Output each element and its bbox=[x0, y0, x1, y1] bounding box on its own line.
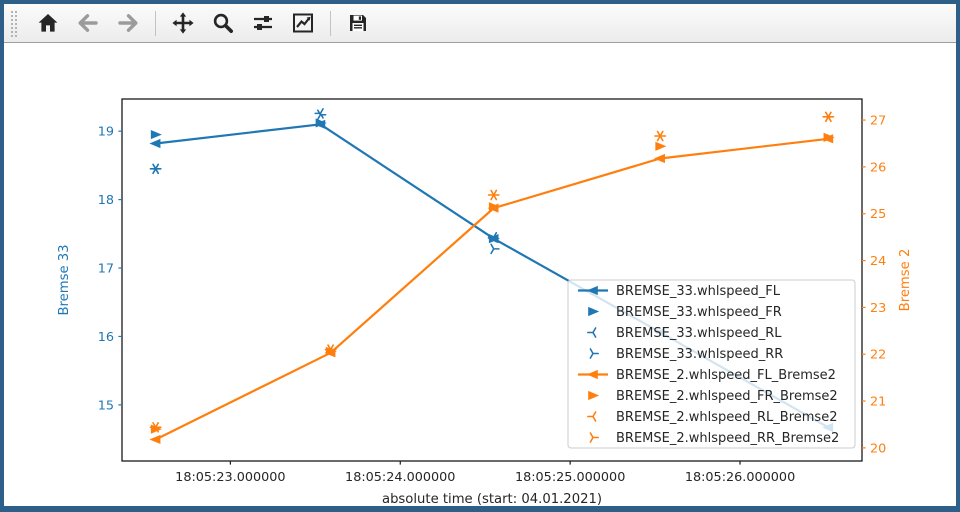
legend-entry-label: BREMSE_2.whlspeed_RL_Bremse2 bbox=[616, 410, 837, 425]
x-tick-label: 18:05:24.000000 bbox=[345, 470, 455, 485]
home-button[interactable] bbox=[33, 8, 63, 38]
legend bbox=[567, 279, 856, 449]
legend-entry-label: BREMSE_2.whlspeed_RR_Bremse2 bbox=[616, 431, 839, 446]
sliders-icon bbox=[254, 16, 272, 30]
pan-move-icon bbox=[172, 12, 194, 34]
y-left-tick-label: 19 bbox=[98, 125, 114, 140]
plot-canvas[interactable]: 18:05:23.000000 18:05:24.000000 18:05:25.0… bbox=[4, 43, 956, 507]
legend-entry-label: BREMSE_33.whlspeed_RR bbox=[616, 347, 783, 362]
marker-tri-right bbox=[152, 421, 162, 433]
forward-button[interactable] bbox=[113, 8, 143, 38]
legend-entry-label: BREMSE_2.whlspeed_FR_Bremse2 bbox=[616, 389, 838, 404]
toolbar-drag-handle[interactable] bbox=[10, 9, 17, 37]
y-right-tick-label: 21 bbox=[870, 395, 886, 410]
zoom-button[interactable] bbox=[208, 8, 238, 38]
x-tick-label: 18:05:23.000000 bbox=[175, 470, 285, 485]
marker-tri-right bbox=[656, 130, 667, 142]
marker-tri-right bbox=[589, 348, 599, 359]
y-right-tick-label: 24 bbox=[870, 254, 886, 269]
marker-tri-left bbox=[487, 231, 498, 243]
toolbar-separator bbox=[155, 10, 156, 36]
marker-tri-right bbox=[327, 344, 337, 355]
pan-button[interactable] bbox=[168, 8, 198, 38]
zoom-magnifier-icon bbox=[213, 13, 233, 33]
marker-triangle-right bbox=[488, 202, 500, 212]
forward-arrow-icon bbox=[118, 14, 138, 32]
back-arrow-icon bbox=[78, 14, 98, 32]
y-left-tick-label: 17 bbox=[98, 262, 114, 277]
y-right-tick-label: 26 bbox=[870, 160, 886, 175]
marker-triangle-right bbox=[150, 129, 162, 140]
marker-triangle-right bbox=[588, 390, 600, 401]
y-right-tick-label: 27 bbox=[870, 114, 886, 129]
line-chart-icon bbox=[293, 13, 313, 33]
legend-entry-label: BREMSE_33.whlspeed_FR bbox=[616, 305, 782, 320]
marker-tri-right bbox=[152, 163, 162, 175]
y-left-axis-label: Bremse 33 bbox=[57, 244, 72, 315]
marker-triangle-left bbox=[149, 434, 161, 445]
matplotlib-toolbar bbox=[4, 4, 956, 43]
legend-entry-label: BREMSE_2.whlspeed_FL_Bremse2 bbox=[616, 368, 836, 383]
figure-canvas-area: 18:05:23.000000 18:05:24.000000 18:05:25.0… bbox=[4, 43, 956, 507]
marker-triangle-left bbox=[653, 153, 665, 164]
y-right-tick-label: 20 bbox=[870, 441, 886, 456]
configure-subplots-button[interactable] bbox=[248, 8, 278, 38]
marker-triangle-left bbox=[586, 285, 598, 296]
marker-tri-left bbox=[587, 327, 597, 338]
legend-entry-label: BREMSE_33.whlspeed_FL bbox=[616, 284, 781, 299]
toolbar-separator bbox=[330, 10, 331, 36]
marker-tri-right bbox=[490, 243, 500, 255]
edit-axes-button[interactable] bbox=[288, 8, 318, 38]
marker-tri-right bbox=[589, 432, 599, 443]
marker-triangle-left bbox=[149, 138, 161, 149]
plot-frame bbox=[121, 98, 863, 462]
marker-tri-right bbox=[317, 109, 327, 121]
y-right-axis-label: Bremse 2 bbox=[898, 249, 913, 312]
save-button[interactable] bbox=[343, 8, 373, 38]
back-button[interactable] bbox=[73, 8, 103, 38]
y-right-tick-label: 23 bbox=[870, 301, 886, 316]
save-floppy-icon bbox=[350, 15, 366, 31]
marker-triangle-left bbox=[586, 369, 598, 380]
marker-tri-right bbox=[824, 111, 835, 123]
marker-triangle-right bbox=[655, 141, 667, 151]
y-left-tick-label: 18 bbox=[98, 193, 114, 208]
marker-triangle-right bbox=[588, 306, 600, 317]
y-left-tick-label: 15 bbox=[98, 398, 114, 413]
x-tick-label: 18:05:26.000000 bbox=[685, 470, 795, 485]
x-axis-label: absolute time (start: 04.01.2021) bbox=[382, 492, 602, 507]
y-left-tick-label: 16 bbox=[98, 330, 114, 345]
legend-entry-label: BREMSE_33.whlspeed_RL bbox=[616, 326, 782, 341]
x-tick-label: 18:05:25.000000 bbox=[515, 470, 625, 485]
marker-tri-left bbox=[587, 411, 597, 422]
y-right-tick-label: 22 bbox=[870, 348, 886, 363]
y-right-tick-label: 25 bbox=[870, 207, 886, 222]
home-icon bbox=[38, 14, 58, 32]
marker-triangle-right bbox=[315, 118, 327, 128]
marker-triangle-right bbox=[823, 132, 835, 143]
marker-tri-right bbox=[490, 189, 500, 201]
